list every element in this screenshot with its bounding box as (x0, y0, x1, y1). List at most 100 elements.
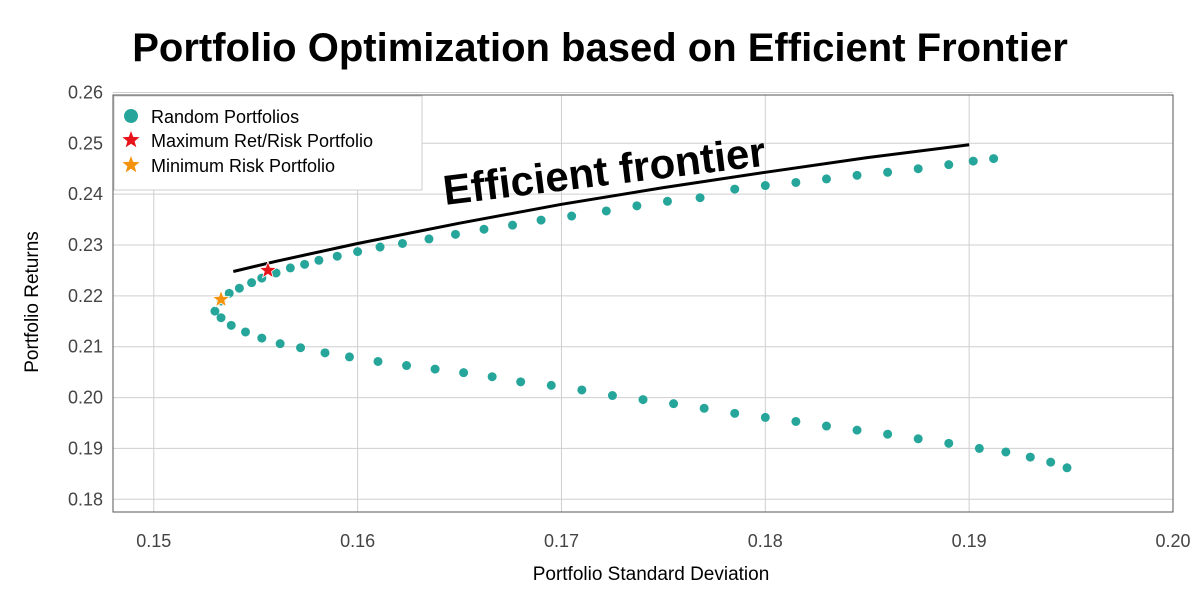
random-portfolio-point (791, 416, 801, 426)
y-tick-label: 0.20 (68, 388, 103, 408)
legend-marker-min (122, 156, 140, 173)
random-portfolio-point (968, 156, 978, 166)
max-ret-risk-marker (258, 260, 278, 279)
x-tick-label: 0.19 (952, 531, 987, 551)
random-portfolio-point (296, 343, 306, 353)
random-portfolio-point (508, 220, 518, 230)
legend-box (113, 95, 423, 191)
min-risk-marker (211, 289, 231, 308)
random-portfolio-point (669, 399, 679, 409)
random-portfolio-point (1001, 447, 1011, 457)
random-portfolio-point (638, 395, 648, 405)
random-portfolio-point (241, 327, 250, 337)
y-tick-label: 0.24 (68, 184, 103, 204)
grid-lines (113, 91, 1174, 512)
y-tick-label: 0.19 (68, 438, 103, 458)
random-portfolio-point (271, 268, 281, 278)
legend-label-min: Minimum Risk Portfolio (151, 156, 335, 176)
random-portfolio-point (662, 196, 672, 206)
random-portfolio-point (285, 263, 295, 273)
random-portfolio-point (974, 443, 984, 453)
random-portfolio-point (913, 164, 923, 174)
random-portfolio-point (459, 368, 469, 378)
random-portfolio-point (760, 181, 770, 191)
legend-star-max-icon (122, 131, 140, 148)
random-portfolio-point (479, 224, 489, 234)
x-tick-label: 0.16 (340, 531, 375, 551)
legend-star-min-icon (122, 156, 140, 173)
y-tick-label: 0.21 (68, 337, 103, 357)
random-portfolio-point (730, 408, 740, 418)
y-tick-label: 0.18 (68, 489, 103, 509)
random-portfolio-point (226, 320, 236, 330)
random-portfolio-point (536, 215, 546, 225)
random-portfolio-point (944, 160, 954, 170)
random-portfolio-point (275, 339, 285, 349)
y-tick-label: 0.26 (68, 82, 103, 102)
data-points (210, 154, 1072, 473)
random-portfolio-point (567, 211, 577, 221)
random-portfolio-point (375, 242, 385, 252)
random-portfolio-point (695, 193, 705, 203)
x-tick-label: 0.17 (544, 531, 579, 551)
x-axis-ticks: 0.15 0.16 0.17 0.18 0.19 0.20 (136, 531, 1190, 551)
frontier-group (232, 143, 970, 273)
random-portfolio-point (1046, 457, 1056, 467)
random-portfolio-point (601, 206, 611, 216)
y-axis-label: Portfolio Returns (22, 231, 43, 373)
random-portfolio-point (210, 306, 220, 316)
legend-label-random: Random Portfolios (151, 107, 299, 127)
random-portfolio-point (1025, 452, 1035, 462)
random-portfolio-point (314, 255, 324, 265)
random-portfolio-point (373, 356, 383, 366)
random-portfolio-point (852, 425, 862, 435)
x-axis-label: Portfolio Standard Deviation (533, 564, 770, 585)
random-portfolio-point (989, 154, 999, 164)
random-portfolio-point (397, 238, 407, 248)
efficient-frontier-line (232, 143, 970, 273)
random-portfolio-point (1062, 463, 1072, 473)
random-portfolio-point (450, 229, 460, 239)
x-tick-label: 0.18 (748, 531, 783, 551)
x-tick-label: 0.15 (136, 531, 171, 551)
random-portfolio-point (883, 167, 893, 177)
legend-marker-random (124, 109, 138, 123)
random-portfolio-point (487, 372, 497, 382)
random-portfolio-point (516, 377, 526, 387)
random-portfolio-point (402, 361, 412, 371)
random-portfolio-point (730, 184, 740, 194)
random-portfolio-point (821, 421, 831, 431)
chart-title: Portfolio Optimization based on Efficien… (132, 26, 1068, 70)
random-portfolio-point (247, 278, 257, 288)
plot-frame (112, 94, 1174, 513)
random-portfolio-point (944, 438, 954, 448)
random-portfolio-point (791, 177, 801, 187)
legend-label-max: Maximum Ret/Risk Portfolio (151, 131, 373, 151)
random-portfolio-point (821, 174, 831, 184)
frontier-annotation: Efficient frontier (440, 128, 768, 214)
random-portfolio-point (883, 429, 893, 439)
random-portfolio-point (632, 201, 642, 211)
x-tick-label: 0.20 (1155, 531, 1190, 551)
random-portfolio-point (216, 313, 226, 323)
random-portfolio-point (577, 385, 587, 395)
random-portfolio-point (300, 259, 310, 269)
y-tick-label: 0.22 (68, 286, 103, 306)
y-tick-label: 0.25 (68, 133, 103, 153)
y-tick-label: 0.23 (68, 235, 103, 255)
random-portfolio-point (353, 247, 363, 257)
random-portfolio-point (760, 412, 770, 422)
random-portfolio-point (234, 283, 244, 293)
legend-marker-max (122, 131, 140, 148)
random-portfolio-point (852, 170, 862, 180)
random-portfolio-point (430, 364, 440, 374)
random-portfolio-point (344, 352, 354, 362)
random-portfolio-point (332, 251, 342, 261)
random-portfolio-point (607, 391, 617, 401)
random-portfolio-point (546, 380, 556, 390)
legend: Random Portfolios Maximum Ret/Risk Portf… (113, 95, 423, 191)
random-portfolio-point (699, 403, 709, 413)
random-portfolio-point (913, 434, 923, 444)
random-portfolio-point (224, 288, 234, 298)
